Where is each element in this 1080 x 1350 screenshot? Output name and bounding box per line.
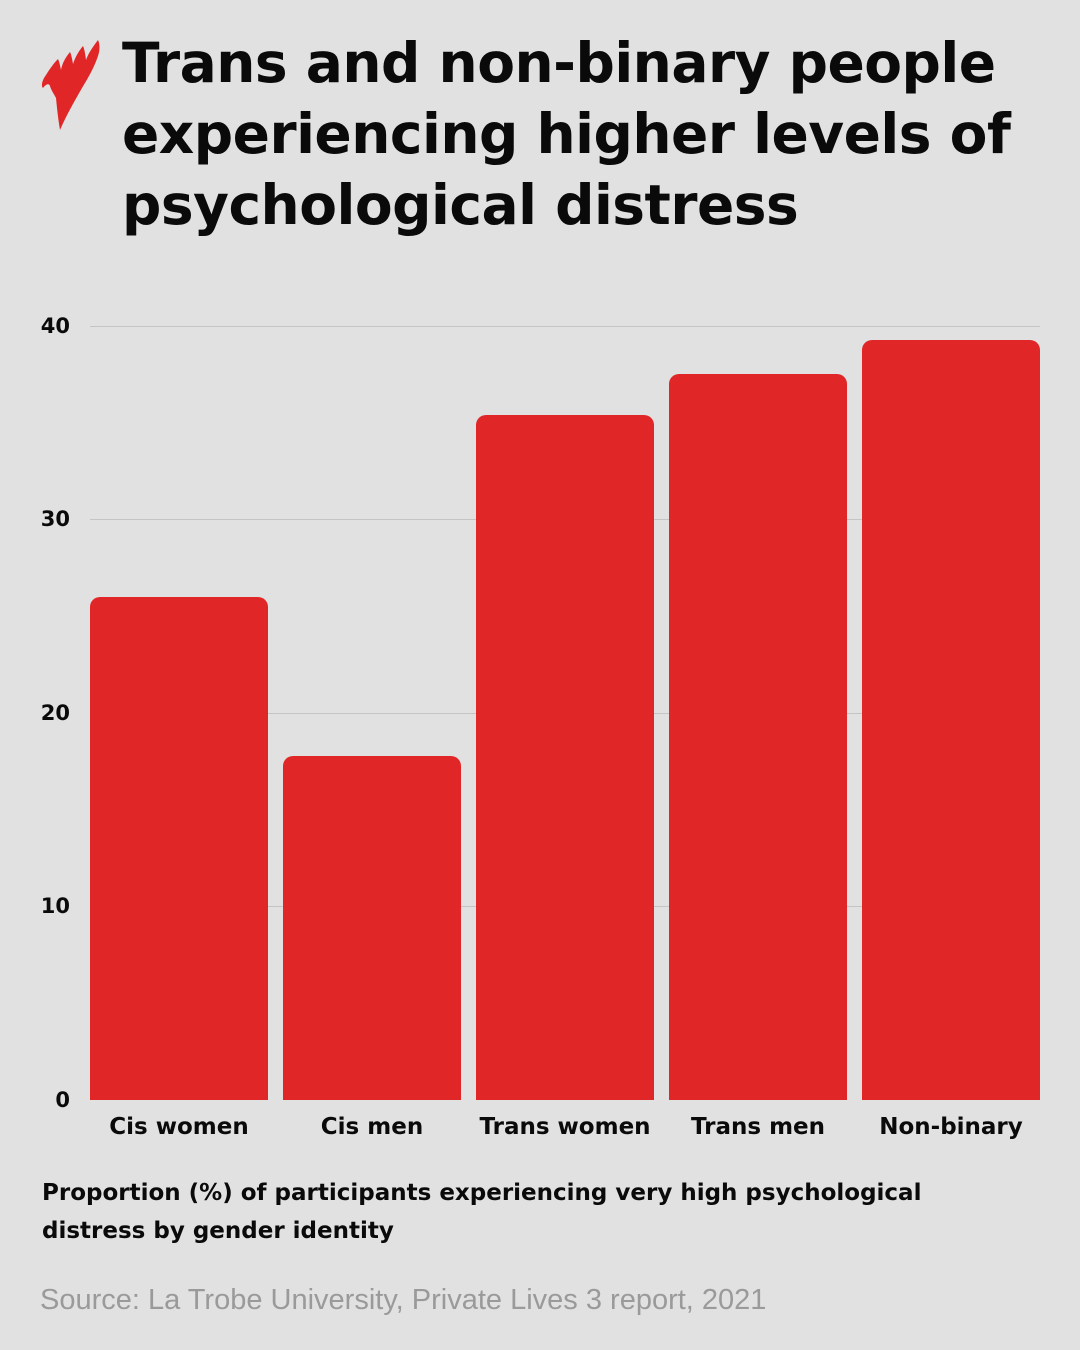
bar-cis-women <box>90 596 268 1100</box>
x-label-trans-women: Trans women <box>479 1114 651 1140</box>
x-label-non-binary: Non-binary <box>879 1114 1023 1140</box>
sbs-logo-icon <box>41 40 100 130</box>
y-tick-label: 40 <box>40 314 70 338</box>
y-tick-label: 0 <box>55 1088 70 1112</box>
x-label-cis-women: Cis women <box>109 1114 249 1140</box>
x-label-trans-men: Trans men <box>690 1114 826 1140</box>
source-note: Source: La Trobe University, Private Liv… <box>40 1284 767 1316</box>
x-label-cis-men: Cis men <box>320 1114 424 1140</box>
y-tick-label: 20 <box>40 701 70 725</box>
bar-non-binary <box>862 339 1040 1100</box>
chart-caption: Proportion (%) of participants experienc… <box>42 1180 922 1244</box>
gridline-40 <box>90 326 1040 327</box>
y-tick-label: 30 <box>40 507 70 531</box>
bar-trans-women <box>476 415 654 1100</box>
y-tick-label: 10 <box>40 894 70 918</box>
chart-title: Trans and non-binary people experiencing… <box>122 31 1011 237</box>
bar-trans-men <box>669 374 847 1100</box>
bar-cis-men <box>283 755 461 1100</box>
